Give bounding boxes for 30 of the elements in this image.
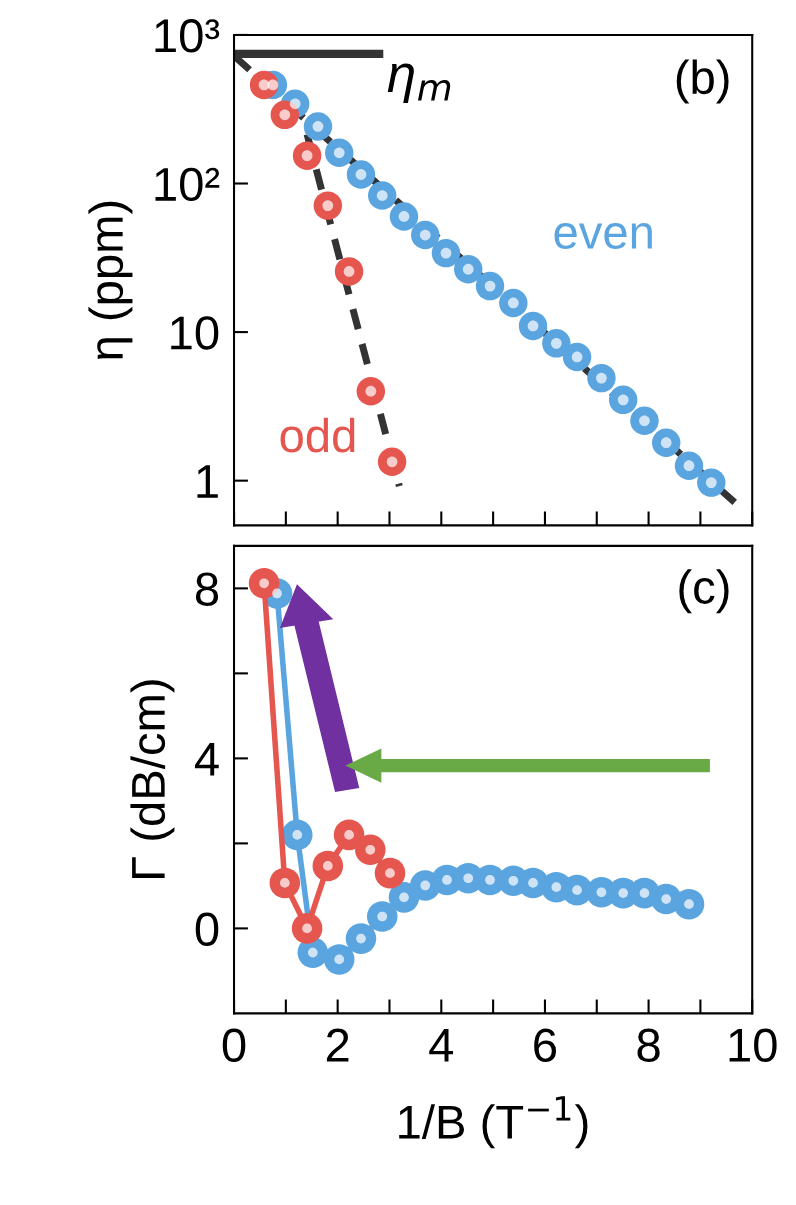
point — [345, 923, 377, 954]
x-tick-label: 0 — [222, 1028, 246, 1062]
point — [673, 888, 705, 920]
series-label: odd — [280, 417, 355, 453]
point — [269, 867, 301, 899]
x-tick-label: 6 — [534, 1028, 556, 1062]
y-tick-label: 4 — [194, 743, 219, 776]
y-tick-label: 10³ — [155, 19, 220, 53]
point — [312, 850, 344, 882]
x-axis-title: 1/B (T$^{−1}$) — [399, 1096, 588, 1149]
annotation: (c) — [679, 569, 729, 614]
x-tick-label: 4 — [429, 1029, 454, 1062]
y-tick-label: 10² — [155, 167, 220, 202]
point — [366, 901, 398, 932]
annotation: (b) — [676, 59, 729, 104]
series-label: η$_{m}$ — [387, 63, 451, 103]
y-axis-title: Γ (dB/cm) — [130, 680, 175, 878]
series-label: even — [554, 223, 652, 249]
y-tick-label: 10 — [171, 316, 219, 350]
x-tick-label: 2 — [326, 1028, 349, 1062]
x-tick-label: 8 — [637, 1028, 660, 1062]
point — [291, 913, 323, 944]
y-tick-label: 8 — [195, 572, 219, 606]
y-tick-label: 1 — [197, 465, 218, 498]
point — [323, 944, 355, 975]
point — [355, 834, 386, 866]
point — [374, 857, 406, 889]
x-tick-label: 10 — [729, 1028, 777, 1062]
y-axis-title: η (ppm) — [88, 201, 133, 360]
y-tick-label: 0 — [195, 912, 219, 946]
